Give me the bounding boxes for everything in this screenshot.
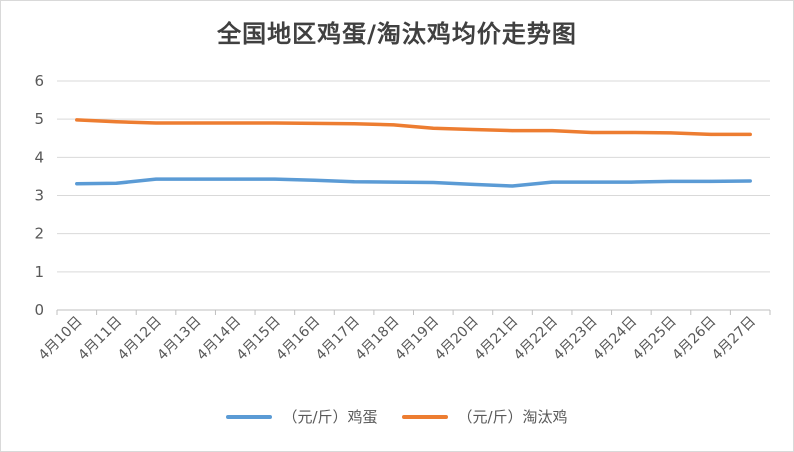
- x-axis: [56, 309, 771, 315]
- series-lines: [75, 118, 752, 188]
- data-point-0: [233, 177, 237, 181]
- y-tick-label: 3: [34, 187, 44, 205]
- data-point-1: [431, 126, 435, 130]
- data-point-1: [748, 132, 752, 136]
- legend-swatch-hen: [401, 414, 448, 419]
- legend: （元/斤）鸡蛋 （元/斤）淘汰鸡: [0, 406, 794, 427]
- legend-item-egg: （元/斤）鸡蛋: [226, 406, 378, 427]
- data-point-0: [748, 179, 752, 183]
- data-point-1: [511, 129, 515, 133]
- data-point-1: [312, 121, 316, 125]
- data-point-1: [709, 132, 713, 136]
- data-point-1: [590, 131, 594, 135]
- x-axis-ticks: 4月10日4月11日4月12日4月13日4月14日4月15日4月16日4月17日…: [36, 314, 759, 364]
- data-point-0: [273, 177, 277, 181]
- y-tick-label: 5: [34, 110, 44, 128]
- data-point-1: [550, 129, 554, 133]
- y-tick-label: 1: [34, 263, 44, 281]
- y-tick-label: 0: [34, 301, 44, 319]
- legend-swatch-egg: [226, 414, 273, 419]
- legend-label-hen: （元/斤）淘汰鸡: [457, 408, 568, 426]
- data-point-1: [233, 121, 237, 125]
- data-point-1: [352, 122, 356, 126]
- data-point-1: [471, 127, 475, 131]
- data-point-1: [75, 118, 79, 122]
- data-point-0: [114, 181, 118, 185]
- data-point-0: [392, 180, 396, 184]
- data-point-0: [431, 181, 435, 185]
- y-axis-ticks: 0 1 2 3 4 5 6: [34, 72, 44, 319]
- data-point-0: [709, 179, 713, 183]
- data-point-0: [669, 179, 673, 183]
- data-point-0: [629, 180, 633, 184]
- data-point-0: [550, 180, 554, 184]
- data-point-1: [629, 131, 633, 135]
- legend-label-egg: （元/斤）鸡蛋: [282, 408, 378, 426]
- data-point-0: [154, 177, 158, 181]
- data-point-0: [471, 182, 475, 186]
- data-point-0: [590, 180, 594, 184]
- data-point-0: [75, 182, 79, 186]
- data-point-1: [154, 121, 158, 125]
- data-point-1: [194, 121, 198, 125]
- data-point-1: [392, 123, 396, 127]
- grid-lines: [57, 80, 770, 273]
- chart-title: 全国地区鸡蛋/淘汰鸡均价走势图: [217, 20, 577, 48]
- data-point-1: [114, 120, 118, 124]
- y-tick-label: 6: [34, 72, 44, 90]
- data-point-0: [352, 180, 356, 184]
- x-tick-label: 4月27日: [709, 314, 759, 364]
- data-point-1: [669, 131, 673, 135]
- y-tick-label: 4: [34, 148, 44, 166]
- legend-item-hen: （元/斤）淘汰鸡: [401, 406, 568, 427]
- series-line-0: [75, 177, 752, 188]
- data-point-1: [273, 121, 277, 125]
- data-point-0: [511, 184, 515, 188]
- data-point-0: [194, 177, 198, 181]
- y-tick-label: 2: [34, 225, 44, 243]
- data-point-0: [312, 178, 316, 182]
- series-line-1: [75, 118, 752, 137]
